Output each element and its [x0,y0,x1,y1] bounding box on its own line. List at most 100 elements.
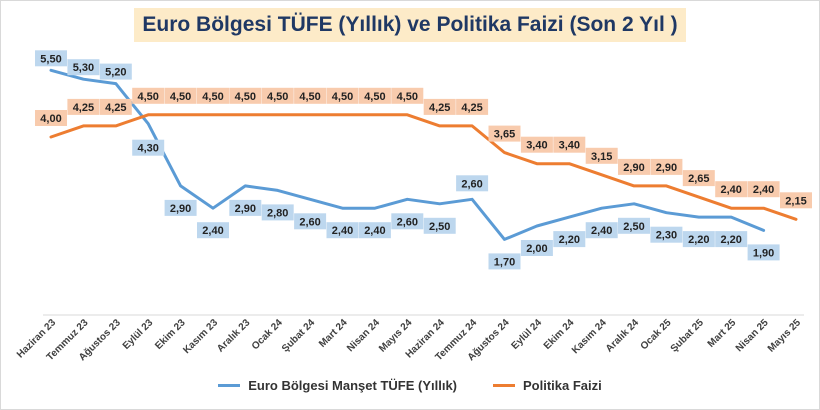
data-label-bg-s0-1 [67,59,100,76]
data-label-s0-5: 2,40 [202,225,223,237]
series-line-0 [49,68,766,241]
data-label-bg-s0-16 [553,231,586,248]
data-label-bg-s0-0 [35,50,67,67]
x-tick-label: Şubat 24 [280,317,318,355]
data-label-bg-s0-6 [229,199,262,216]
data-label-bg-s1-1 [67,98,100,115]
data-label-s1-10: 4,50 [364,91,385,103]
data-label-s1-4: 4,50 [170,91,191,103]
data-label-bg-s0-22 [747,244,780,261]
data-label-s0-1: 5,30 [73,62,94,74]
data-label-s0-12: 2,50 [429,221,450,233]
data-label-s0-17: 2,40 [591,225,612,237]
data-label-s0-11: 2,60 [397,216,418,228]
data-label-bg-s1-13 [456,98,489,115]
data-label-s1-19: 2,90 [656,162,677,174]
data-label-s1-21: 2,40 [720,184,741,196]
data-label-bg-s1-18 [618,158,650,175]
data-label-s1-9: 4,50 [332,91,353,103]
data-label-s0-16: 2,20 [559,234,580,246]
data-label-s1-11: 4,50 [397,91,418,103]
data-label-bg-s1-7 [261,87,294,104]
data-label-bg-s1-6 [229,87,262,104]
data-label-bg-s0-13 [456,175,489,192]
data-label-bg-s0-5 [197,222,229,239]
legend-label-policy-rate: Politika Faizi [523,378,602,393]
data-label-s0-0: 5,50 [40,53,61,65]
data-label-s0-4: 2,90 [170,203,191,215]
legend-item-cpi[interactable]: Euro Bölgesi Manşet TÜFE (Yıllık) [218,378,457,393]
data-label-bg-s1-2 [99,98,132,115]
data-label-bg-s0-2 [99,63,132,80]
data-label-s0-18: 2,50 [623,221,644,233]
data-label-s0-9: 2,40 [332,225,353,237]
data-label-bg-s1-11 [391,87,424,104]
data-label-s1-0: 4,00 [40,113,61,125]
data-label-s0-13: 2,60 [461,178,482,190]
data-label-bg-s1-5 [197,87,229,104]
data-label-s1-7: 4,50 [267,91,288,103]
data-label-bg-s1-17 [585,147,618,164]
data-label-bg-s0-4 [164,199,197,216]
data-label-s1-20: 2,65 [688,173,709,185]
data-label-bg-s1-4 [164,87,197,104]
data-label-bg-s1-19 [650,158,683,175]
x-tick-label: Şubat 25 [669,317,707,355]
data-label-s1-17: 3,15 [591,151,612,163]
data-label-s1-15: 3,40 [526,140,547,152]
data-label-bg-s1-15 [520,136,553,153]
data-label-bg-s1-10 [358,87,391,104]
data-label-s0-8: 2,60 [299,216,320,228]
legend-swatch-cpi [218,384,241,387]
data-label-s0-21: 2,20 [720,234,741,246]
data-label-s0-2: 5,20 [105,67,126,79]
data-label-s0-10: 2,40 [364,225,385,237]
data-label-s1-8: 4,50 [299,91,320,103]
data-label-bg-s0-20 [682,231,715,248]
data-label-bg-s0-8 [294,213,327,230]
data-label-bg-s1-9 [326,87,359,104]
data-label-bg-s0-3 [132,139,165,156]
data-label-bg-s1-16 [553,136,586,153]
data-label-s1-5: 4,50 [202,91,223,103]
data-label-bg-s1-22 [747,181,780,198]
data-label-s1-13: 4,25 [461,102,482,114]
data-label-bg-s1-8 [294,87,327,104]
series-line-1 [49,113,798,221]
data-label-s1-22: 2,40 [753,184,774,196]
data-label-s1-18: 2,90 [623,162,644,174]
data-label-bg-s1-3 [132,87,165,104]
data-label-s0-22: 1,90 [753,247,774,259]
chart-legend: Euro Bölgesi Manşet TÜFE (Yıllık) Politi… [0,378,820,393]
x-tick-label: Mart 25 [706,317,739,350]
data-label-bg-s0-17 [585,222,618,239]
data-label-s0-3: 4,30 [137,143,158,155]
x-tick-label: Nisan 24 [345,317,382,354]
data-label-bg-s0-18 [618,217,650,234]
data-label-bg-s0-7 [261,204,294,221]
data-label-s1-12: 4,25 [429,102,450,114]
x-tick-label: Kasım 24 [570,317,609,356]
data-label-bg-s0-11 [391,213,424,230]
x-tick-label: Eylül 23 [121,317,156,352]
data-label-bg-s1-20 [682,170,715,187]
data-label-s0-14: 1,70 [494,256,515,268]
data-label-s1-14: 3,65 [494,129,515,141]
x-tick-label: Aralık 24 [604,317,642,355]
x-tick-label: Nisan 25 [734,317,771,354]
data-label-s1-23: 2,15 [785,195,806,207]
x-tick-label: Eylül 24 [510,317,545,352]
x-tick-label: Aralık 23 [215,317,253,355]
data-label-s1-2: 4,25 [105,102,126,114]
legend-label-cpi: Euro Bölgesi Manşet TÜFE (Yıllık) [248,378,457,393]
data-label-bg-s0-9 [326,222,359,239]
chart-title-wrap: Euro Bölgesi TÜFE (Yıllık) ve Politika F… [0,8,820,42]
legend-item-policy-rate[interactable]: Politika Faizi [493,378,602,393]
data-label-bg-s0-21 [715,231,748,248]
data-label-bg-s0-15 [520,240,553,256]
data-label-bg-s1-21 [715,181,748,198]
x-tick-label: Mart 24 [317,317,350,350]
data-label-bg-s1-14 [488,125,521,142]
legend-swatch-policy-rate [493,384,515,387]
